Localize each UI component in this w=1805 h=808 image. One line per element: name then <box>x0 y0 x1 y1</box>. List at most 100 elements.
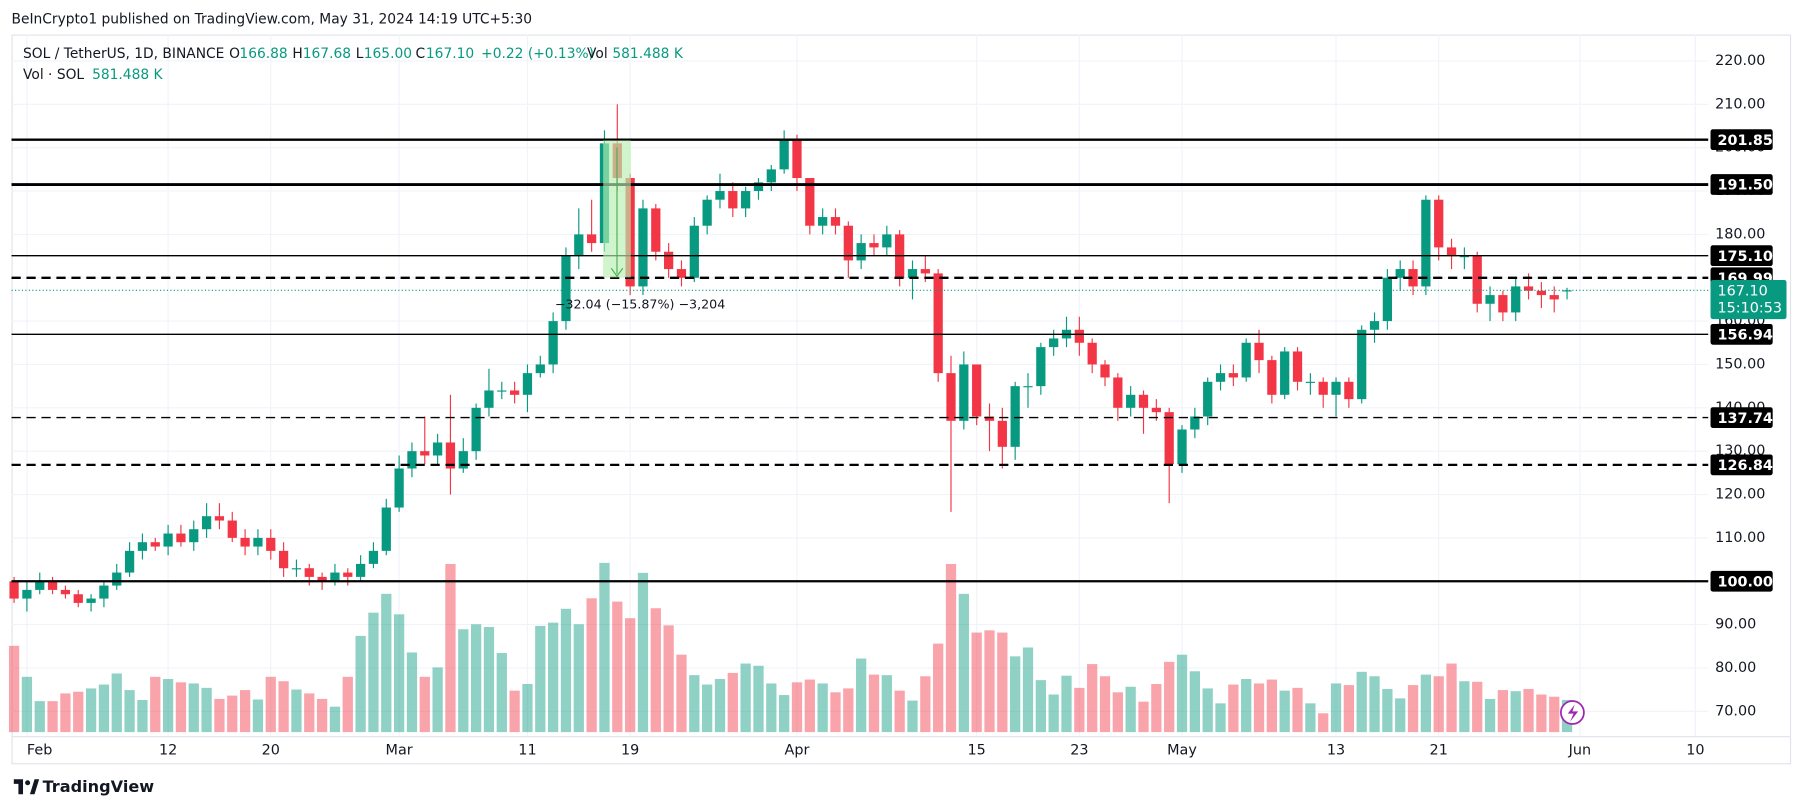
volume-bar <box>124 690 135 733</box>
candle-body <box>86 598 96 603</box>
volume-bar <box>381 593 392 733</box>
logo-part <box>13 779 24 795</box>
volume-bar <box>470 624 482 733</box>
level-tag <box>1710 570 1773 592</box>
candle-body <box>291 568 302 570</box>
volume-bar <box>1318 713 1329 733</box>
x-tick-label: 15 <box>968 743 986 759</box>
candle-body <box>1344 381 1354 400</box>
candle-body <box>1177 429 1187 465</box>
volume-bar <box>637 572 649 733</box>
volume-bar <box>1266 679 1277 733</box>
candle-body <box>766 169 776 183</box>
volume-bar <box>1330 683 1342 733</box>
volume-bar <box>368 612 379 733</box>
volume-bar <box>856 658 867 733</box>
candle-body <box>1562 290 1572 292</box>
countdown-label: 15:10:53 <box>1717 301 1782 317</box>
volume-bar <box>933 643 944 733</box>
candle-body <box>574 234 584 257</box>
candle-body <box>9 581 19 599</box>
candle-body <box>664 251 674 270</box>
candle-body <box>1523 286 1534 291</box>
volume-bar <box>1202 688 1213 733</box>
candle-body <box>715 191 725 200</box>
volume-bar <box>342 676 353 733</box>
legend-value: 581.488 K <box>612 46 683 62</box>
y-tick-label: 90.00 <box>1715 617 1756 633</box>
candle-body <box>304 568 314 577</box>
volume-bar <box>1305 703 1316 733</box>
candle-body <box>1292 351 1303 382</box>
volume-bar <box>1241 679 1252 733</box>
volume-bar <box>393 614 405 733</box>
candle-body <box>1100 364 1110 378</box>
candle-body <box>1408 269 1418 287</box>
volume-bar <box>945 563 957 733</box>
x-tick-label: Feb <box>27 743 52 759</box>
volume-bar <box>1215 703 1226 733</box>
volume-bar <box>1407 685 1419 733</box>
volume-bar <box>894 690 905 733</box>
plot-area: 220.00210.00200.00190.00180.00170.00160.… <box>8 34 1790 759</box>
volume-bar <box>509 690 520 733</box>
volume-bar <box>1497 690 1509 733</box>
candle-body <box>432 442 443 456</box>
volume-bar <box>1382 688 1393 733</box>
measure-arrow-head <box>610 267 624 278</box>
candle-body <box>124 550 135 573</box>
y-tick-label: 180.00 <box>1715 226 1765 242</box>
x-tick-label: 10 <box>1686 743 1704 759</box>
volume-bar <box>702 684 713 733</box>
candle-body <box>1049 338 1059 348</box>
candle-body <box>741 191 751 209</box>
legend-label: H <box>292 46 302 62</box>
candle-body <box>163 533 173 547</box>
candle-body <box>60 589 71 595</box>
volume-bar <box>278 681 289 733</box>
volume-bar <box>1343 685 1355 733</box>
volume-bar <box>252 699 264 733</box>
volume-bar <box>329 706 341 733</box>
volume-bar <box>445 563 456 733</box>
y-tick-label: 120.00 <box>1715 487 1765 503</box>
candle-body <box>278 550 289 569</box>
candle-body <box>22 589 32 599</box>
volume-label: Vol · SOL <box>23 67 84 83</box>
candle-body <box>1421 199 1431 287</box>
candle-body <box>1536 290 1547 296</box>
level-tag <box>1710 245 1773 266</box>
candle-body <box>728 191 738 209</box>
candle-body <box>355 563 366 577</box>
candle-body <box>651 208 661 252</box>
y-tick-label: 220.00 <box>1715 53 1765 69</box>
volume-bar <box>291 689 302 733</box>
volume-bar <box>753 665 764 733</box>
candle-body <box>330 572 340 582</box>
volume-bar <box>547 622 559 733</box>
x-tick-label: Mar <box>386 743 413 759</box>
volume-bar <box>1022 647 1034 733</box>
volume-bar <box>560 608 572 733</box>
volume-bar <box>714 679 726 733</box>
volume-bar <box>1087 664 1098 733</box>
candle-body <box>1010 386 1020 447</box>
volume-bar <box>779 695 790 733</box>
candle-body <box>445 442 456 469</box>
candle-body <box>189 529 199 543</box>
volume-bar <box>8 645 20 733</box>
candle-body <box>1138 394 1149 408</box>
candle-body <box>343 572 353 577</box>
level-tag <box>1710 174 1773 195</box>
legend-change: +0.22 (+0.13%) <box>481 46 594 62</box>
candle-body <box>997 420 1007 447</box>
y-tick-label: 110.00 <box>1715 530 1765 546</box>
volume-bar <box>881 675 892 733</box>
level-tag-label: 175.10 <box>1717 249 1772 265</box>
chart-frame <box>11 34 1792 765</box>
volume-bar <box>1356 671 1367 733</box>
volume-bar <box>111 673 122 733</box>
volume-value: 581.488 K <box>92 67 163 83</box>
candle-body <box>1395 269 1405 278</box>
level-tag-label: 156.94 <box>1717 328 1772 344</box>
